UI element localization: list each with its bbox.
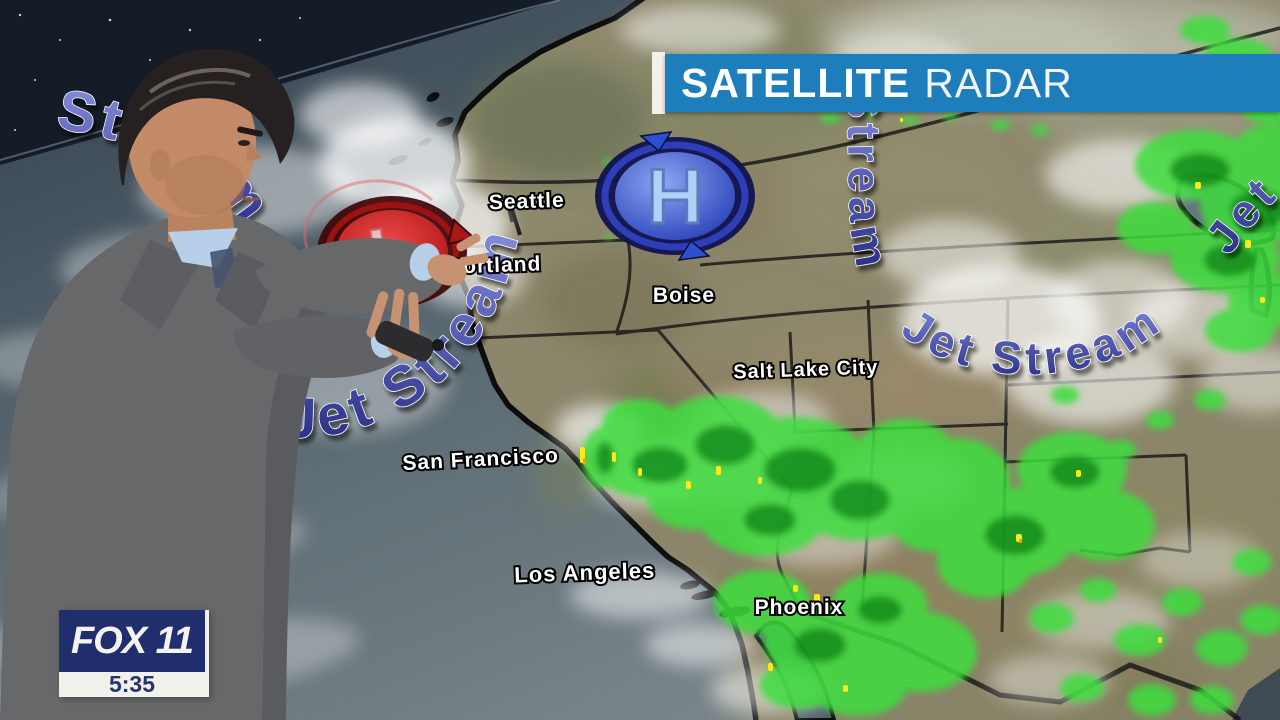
city-label-los-angeles: Los Angeles [514,558,656,588]
city-label-boise: Boise [653,284,715,307]
presenter-hair-highlight [148,67,251,94]
presenter-lapel [120,240,200,330]
banner-title-secondary: RADAR [924,59,1073,106]
presenter-suit-shading [262,275,325,720]
presenter-finger [366,291,389,338]
city-label-phoenix: Phoenix [755,596,844,619]
gulf-of-mexico [1232,668,1280,720]
jet-stream-label: Stream [835,85,895,276]
presenter-jaw-shading [165,155,245,215]
presenter-remote-clicker [432,339,444,351]
weather-presenter [0,48,489,720]
presenter-mouth [237,194,261,202]
high-pressure-symbol: H [595,131,755,261]
presenter-finger [456,233,481,252]
radar-precipitation-layer [580,16,1280,716]
station-name-box: FOX 11 [59,610,205,672]
banner-body: SATELLITE RADAR [665,54,1280,112]
coastline [449,0,759,720]
banner-accent-bar [652,52,665,114]
presenter-hand [427,254,467,286]
station-name: FOX 11 [70,619,194,662]
presenter-ear [150,149,170,181]
presenter-eyebrow [237,126,263,137]
satellite-radar-banner: SATELLITE RADAR [652,52,1280,114]
clock: 5:35 [59,671,205,697]
banner-title-primary: SATELLITE [681,59,911,106]
presenter-nose [246,138,262,162]
presenter-remote-clicker [375,320,434,362]
fox11-logo: FOX 11 5:35 [59,610,209,697]
presenter-arm-lower [234,315,404,378]
presenter-hair-highlight [139,80,236,112]
city-label-seattle: Seattle [488,189,565,215]
high-pressure-letter: H [647,152,703,240]
presenter-finger [458,253,489,267]
presenter-finger [408,291,420,338]
svg-text:Stream: Stream [836,86,899,275]
presenter-eye [238,140,250,146]
clock-time: 5:35 [108,671,156,697]
